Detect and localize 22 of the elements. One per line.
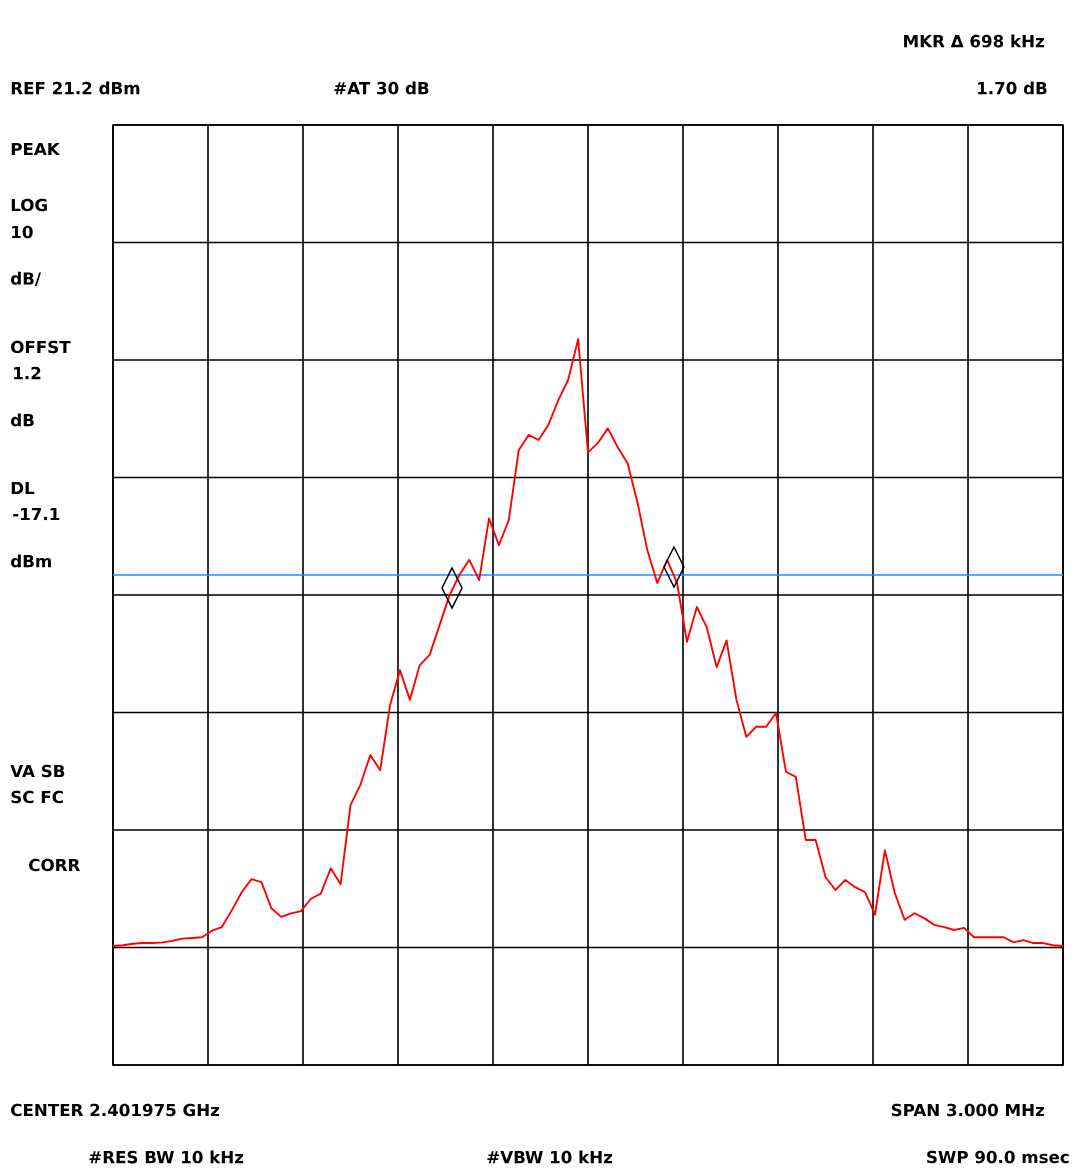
text: MKR Δ 698 kHz: [904, 34, 1044, 48]
text: REF 21.2 dBm: [11, 81, 140, 95]
text: DL: [11, 481, 35, 495]
text: LOG: [11, 198, 47, 212]
text: #VBW 10 kHz: [487, 1150, 613, 1164]
text: SPAN 3.000 MHz: [891, 1103, 1044, 1117]
text: CENTER 2.401975 GHz: [11, 1103, 220, 1117]
text: OFFST: [11, 340, 71, 354]
text: #RES BW 10 kHz: [89, 1150, 244, 1164]
text: #AT 30 dB: [334, 81, 429, 95]
text: SWP 90.0 msec: [927, 1150, 1069, 1164]
text: 10: [12, 225, 33, 239]
text: dB: [11, 413, 34, 427]
text: dBm: [11, 554, 51, 568]
text: -17.1: [13, 507, 60, 521]
text: dB/: [11, 271, 41, 287]
text: CORR: [29, 858, 81, 872]
text: 1.70 dB: [978, 81, 1047, 95]
text: 1.2: [14, 366, 41, 380]
text: SC FC: [11, 790, 63, 804]
text: VA SB: [10, 764, 65, 778]
text: PEAK: [11, 142, 61, 156]
